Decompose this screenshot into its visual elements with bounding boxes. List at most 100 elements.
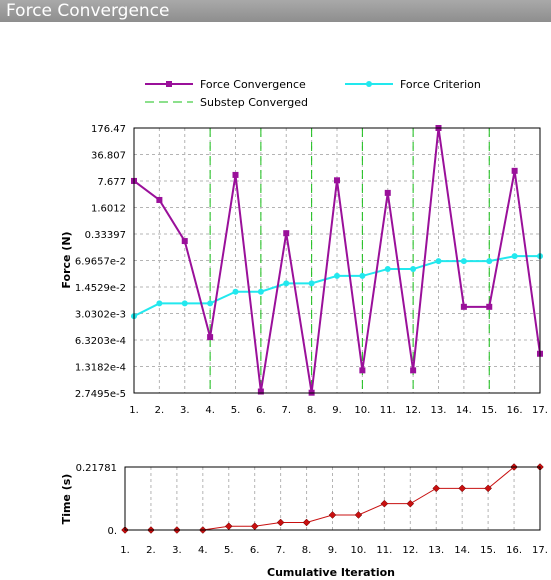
legend-force-swatch-marker <box>166 81 172 87</box>
force-y-tick-label: 7.677 <box>97 177 126 188</box>
time-x-tick-label: 17. <box>532 545 548 556</box>
force-convergence-point <box>334 177 340 184</box>
time-x-tick-label: 4. <box>198 545 208 556</box>
time-point <box>250 522 259 531</box>
time-point <box>432 484 441 493</box>
time-x-tick-label: 16. <box>506 545 522 556</box>
force-x-tick-label: 10. <box>354 405 370 416</box>
time-x-tick-label: 13. <box>428 545 444 556</box>
force-x-tick-label: 14. <box>456 405 472 416</box>
force-x-tick-label: 6. <box>256 405 266 416</box>
time-point <box>354 511 363 519</box>
force-x-tick-label: 12. <box>405 405 421 416</box>
force-y-tick-labels: 176.47 36.807 7.677 1.6012 0.33397 6.9657e-2 1… <box>75 124 126 400</box>
force-criterion-point <box>283 280 290 287</box>
force-y-tick-label: 1.4529e-2 <box>75 283 126 294</box>
time-x-tick-label: 8. <box>302 545 312 556</box>
force-convergence-point <box>232 171 239 178</box>
time-x-tick-label: 5. <box>224 545 234 556</box>
time-x-tick-labels: 1. 2. 3. 4. 5. 6. 7. 8. 9. 10. 11. 12. 13. 14. 15. 16. 1… <box>120 545 548 556</box>
legend-label-substep-converged: Substep Converged <box>200 96 308 109</box>
force-y-tick-label: 36.807 <box>91 151 126 162</box>
time-x-tick-label: 9. <box>328 545 338 556</box>
time-x-axis-title: Cumulative Iteration <box>267 566 395 579</box>
force-convergence-point <box>181 238 188 245</box>
window-title: Force Convergence <box>0 0 551 22</box>
force-convergence-point <box>486 303 493 310</box>
time-point <box>380 499 389 508</box>
time-point <box>484 484 492 493</box>
force-x-tick-label: 17. <box>532 405 548 416</box>
force-y-tick-label: 176.47 <box>91 124 126 135</box>
force-x-tick-label: 4. <box>205 405 215 416</box>
time-x-tick-label: 11. <box>376 545 392 556</box>
force-y-tick-label: 6.3203e-4 <box>75 336 126 347</box>
force-y-tick-label: 3.0302e-3 <box>75 310 126 321</box>
time-x-tick-label: 6. <box>250 545 260 556</box>
force-plot-frame <box>133 127 541 394</box>
force-x-tick-label: 1. <box>129 405 139 416</box>
legend: Force Convergence Force Criterion Subste… <box>145 78 481 109</box>
force-convergence-point <box>283 230 290 237</box>
force-plot-series <box>131 125 543 396</box>
force-y-tick-label: 1.6012 <box>91 204 126 215</box>
force-x-tick-label: 2. <box>155 405 165 416</box>
time-point <box>224 522 233 531</box>
time-y-tick-label: 0. <box>107 526 117 537</box>
force-convergence-point <box>207 334 214 341</box>
force-criterion-point <box>181 300 188 307</box>
legend-force-criterion: Force Criterion <box>345 78 481 91</box>
force-criterion-point <box>486 258 493 265</box>
legend-substep-converged: Substep Converged <box>145 96 308 109</box>
force-convergence-point <box>156 196 163 203</box>
force-x-tick-label: 7. <box>281 405 291 416</box>
time-plot-grid <box>124 467 541 530</box>
time-point <box>276 518 285 527</box>
force-criterion-point <box>207 300 214 307</box>
force-x-tick-label: 5. <box>231 405 241 416</box>
time-point <box>328 511 337 519</box>
force-x-tick-label: 8. <box>307 405 317 416</box>
force-x-tick-label: 15. <box>481 405 497 416</box>
force-convergence-point <box>511 167 518 174</box>
force-y-tick-label: 0.33397 <box>85 230 126 241</box>
legend-label-force-criterion: Force Criterion <box>400 78 481 91</box>
time-x-tick-label: 3. <box>172 545 182 556</box>
force-x-tick-label: 9. <box>332 405 342 416</box>
force-criterion-point <box>435 258 442 265</box>
force-criterion-point <box>511 253 518 260</box>
time-point <box>458 484 467 493</box>
force-convergence-point <box>384 189 391 196</box>
force-convergence-point <box>359 367 366 374</box>
force-y-tick-label: 1.3182e-4 <box>75 363 126 374</box>
force-criterion-point <box>257 288 264 295</box>
force-criterion-point <box>384 266 391 273</box>
force-x-tick-label: 3. <box>180 405 190 416</box>
legend-label-force-convergence: Force Convergence <box>200 78 306 91</box>
time-y-tick-labels: 0.21781 0. <box>76 463 117 537</box>
force-x-tick-labels: 1. 2. 3. 4. 5. 6. 7. 8. 9. 10. 11. 12. 13. 14. 15. 16. 1… <box>129 405 548 416</box>
time-point <box>406 499 415 508</box>
force-x-tick-label: 16. <box>507 405 523 416</box>
time-y-axis-title: Time (s) <box>60 474 73 525</box>
force-criterion-point <box>460 258 467 265</box>
legend-force-convergence: Force Convergence <box>145 78 306 91</box>
time-x-tick-label: 14. <box>454 545 470 556</box>
force-criterion-point <box>359 272 366 279</box>
force-convergence-point <box>257 388 264 395</box>
time-x-tick-label: 7. <box>276 545 286 556</box>
time-y-tick-label: 0.21781 <box>76 463 117 474</box>
force-criterion-point <box>308 280 315 287</box>
force-x-tick-label: 11. <box>380 405 396 416</box>
force-y-axis-title: Force (N) <box>60 231 73 288</box>
force-criterion-point <box>410 266 417 273</box>
time-x-tick-label: 15. <box>480 545 496 556</box>
force-criterion-point <box>232 288 239 295</box>
force-criterion-point <box>156 300 163 307</box>
time-x-tick-label: 2. <box>146 545 156 556</box>
time-point <box>302 518 311 527</box>
time-x-tick-label: 10. <box>350 545 366 556</box>
force-y-tick-label: 6.9657e-2 <box>75 257 126 268</box>
force-criterion-point <box>334 272 340 279</box>
